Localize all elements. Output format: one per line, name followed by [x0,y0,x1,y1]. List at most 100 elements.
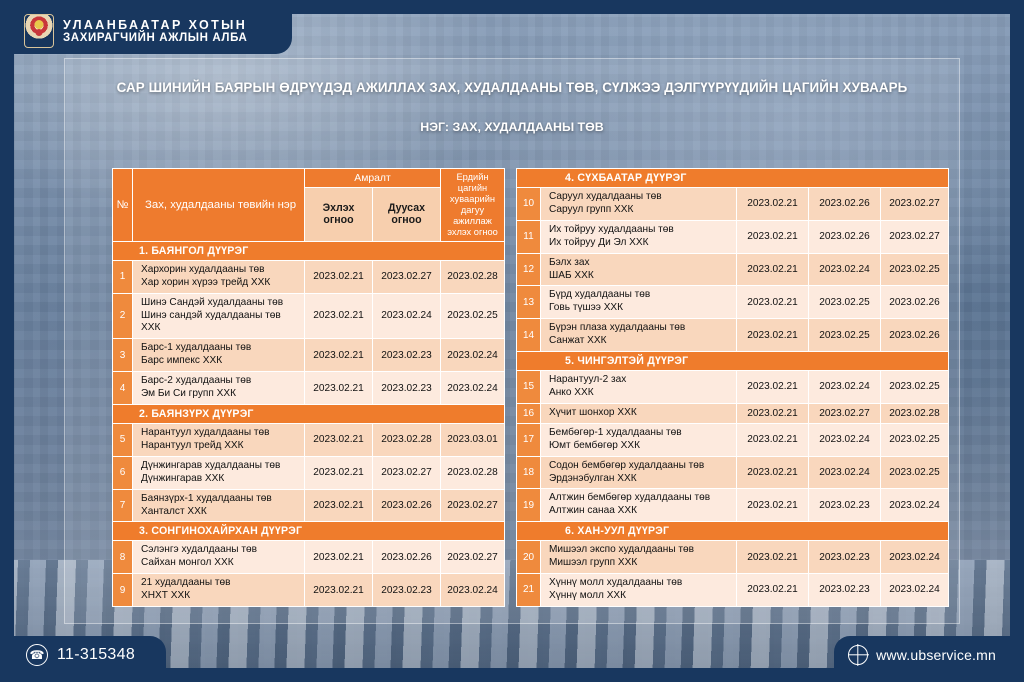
center-name-cell: Бүрэн плаза худалдааны төв Санжат ХХК [540,318,737,353]
table-row: 18 Содон бембөгөр худалдааны төв Эрдэнэбул… [516,455,950,490]
table-row: 21 Хүннү молл худалдааны төв Хүннү молл ХХ… [516,573,950,607]
center-name: Барс-1 худалдааны төв [141,342,252,354]
ulaanbaatar-city-emblem-icon [24,14,54,48]
district-band: 4. СҮХБААТАР ДҮҮРЭГ [515,168,950,188]
table-row: 1 Хархорин худалдааны төв Хар хорин хүрээ … [112,259,505,294]
table-row: 3 Барс-1 худалдааны төв Барс импекс ХХК 202… [112,338,505,373]
footer-phone[interactable]: ☎ 11-315348 [14,636,166,682]
company-name: Эрдэнэбулган ХХК [549,472,637,484]
center-name: Хүннү молл худалдааны төв [549,577,683,589]
ordinary-start-date: 2023.02.28 [879,402,950,424]
start-date: 2023.02.21 [736,252,809,287]
start-date: 2023.02.21 [736,488,809,523]
brand-line-1: УЛААНБААТАР ХОТЫН [63,17,248,32]
end-date: 2023.02.26 [808,187,881,221]
ordinary-start-date: 2023.02.25 [440,292,505,340]
center-name-cell: 21 худалдааны төв ХНХТ ХХК [132,573,305,608]
row-number: 18 [516,455,541,490]
end-date: 2023.02.24 [372,292,441,340]
table-row: 7 Баянзүрх-1 худалдааны төв Ханталст ХХК 20… [112,488,505,523]
row-number: 21 [516,573,541,607]
ordinary-start-date: 2023.02.27 [440,488,505,523]
company-name: Мишээл групп ХХК [549,557,638,569]
district-band: 2. БАЯНЗҮРХ ДҮҮРЭГ [112,403,505,424]
ordinary-start-date: 2023.02.27 [879,219,950,254]
page-subtitle: НЭГ: ЗАХ, ХУДАЛДААНЫ ТӨВ [420,120,604,134]
company-name: Санжат ХХК [549,335,607,347]
row-number: 14 [516,318,541,353]
ordinary-start-date: 2023.02.24 [440,371,505,405]
col-header-num: № [112,168,133,242]
center-name-cell: Дүнжингарав худалдааны төв Дүнжингарав ХХ… [132,455,305,490]
start-date: 2023.02.21 [304,259,373,294]
end-date: 2023.02.26 [372,488,441,523]
ordinary-start-date: 2023.02.25 [879,370,950,404]
company-name: Саруул групп ХХК [549,203,634,215]
start-date: 2023.02.21 [736,370,809,404]
end-date: 2023.02.27 [372,259,441,294]
left-schedule-table-wrap: № Зах, худалдааны төвийн нэр Амралт Ерди… [112,167,505,608]
center-name: Дүнжингарав худалдааны төв [141,459,281,471]
ordinary-start-date: 2023.02.24 [440,338,505,373]
district-label: 2. БАЯНЗҮРХ ДҮҮРЭГ [112,403,505,424]
company-name: Хүннү молл ХХК [549,589,627,601]
start-date: 2023.02.21 [736,402,809,424]
company-name: Сайхан монгол ХХК [141,557,234,569]
company-name: Барс импекс ХХК [141,355,223,367]
end-date: 2023.02.24 [808,370,881,404]
end-date: 2023.02.28 [372,422,441,457]
row-number: 11 [516,219,541,254]
globe-icon [848,645,869,665]
center-name-cell: Баянзүрх-1 худалдааны төв Ханталст ХХК [132,488,305,523]
row-number: 20 [516,540,541,575]
table-row: 16 Хүчит шонхор ХХК 2023.02.21 2023.02.27 20… [516,402,950,424]
company-name: Юмт бембөгөр ХХК [549,439,641,451]
ordinary-start-date: 2023.02.26 [879,318,950,353]
start-date: 2023.02.21 [736,318,809,353]
phone-icon: ☎ [26,644,48,666]
end-date: 2023.02.23 [808,488,881,523]
row-number: 12 [516,252,541,287]
center-name-cell: Бүрд худалдааны төв Говь түшээ ХХК [540,285,737,320]
footer-website-url: www.ubservice.mn [876,647,996,663]
end-date: 2023.02.23 [372,573,441,608]
start-date: 2023.02.21 [304,371,373,405]
table-row: 11 Их тойруу худалдааны төв Их тойруу Ди Э… [516,219,950,254]
company-name: Нарантуул трейд ХХК [141,439,244,451]
district-label: 5. ЧИНГЭЛТЭЙ ДҮҮРЭГ [515,351,950,372]
center-name: Барс-2 худалдааны төв [141,375,252,387]
row-number: 16 [516,402,541,424]
right-table-body: 4. СҮХБААТАР ДҮҮРЭГ 10 Саруул худалдааны т… [515,168,950,607]
table-row: 10 Саруул худалдааны төв Саруул групп ХХК 2… [516,187,950,221]
center-name: Нарантуул-2 зах [549,374,627,386]
ordinary-start-date: 2023.02.28 [440,259,505,294]
center-name-cell: Хүннү молл худалдааны төв Хүннү молл ХХК [540,573,737,607]
row-number: 9 [112,573,133,608]
district-label: 3. СОНГИНОХАЙРХАН ДҮҮРЭГ [112,521,505,542]
row-number: 5 [112,422,133,457]
ordinary-start-date: 2023.02.24 [440,573,505,608]
company-name: Дүнжингарав ХХК [141,472,225,484]
col-header-end: Дуусах огноо [372,187,441,242]
end-date: 2023.02.26 [808,219,881,254]
table-row: 8 Сэлэнгэ худалдааны төв Сайхан монгол ХХК… [112,540,505,575]
table-header-row-2: Эхлэх огноо Дуусах огноо [113,187,505,242]
footer-website[interactable]: www.ubservice.mn [834,636,1010,682]
center-name: Их тойруу худалдааны төв [549,223,674,235]
center-name-cell: Нарантуул-2 зах Анко ХХК [540,370,737,404]
end-date: 2023.02.24 [808,252,881,287]
col-header-start: Эхлэх огноо [304,187,373,242]
table-row: 6 Дүнжингарав худалдааны төв Дүнжингарав Х… [112,455,505,490]
start-date: 2023.02.21 [736,422,809,457]
center-name-cell: Сэлэнгэ худалдааны төв Сайхан монгол ХХК [132,540,305,575]
company-name: Говь түшээ ХХК [549,302,624,314]
end-date: 2023.02.23 [808,540,881,575]
district-band: 5. ЧИНГЭЛТЭЙ ДҮҮРЭГ [515,351,950,372]
ordinary-start-date: 2023.02.24 [879,540,950,575]
company-name: ХНХТ ХХК [141,590,191,602]
ordinary-start-date: 2023.02.26 [879,285,950,320]
start-date: 2023.02.21 [736,285,809,320]
ordinary-start-date: 2023.02.27 [440,540,505,575]
center-name: Содон бембөгөр худалдааны төв [549,459,705,471]
